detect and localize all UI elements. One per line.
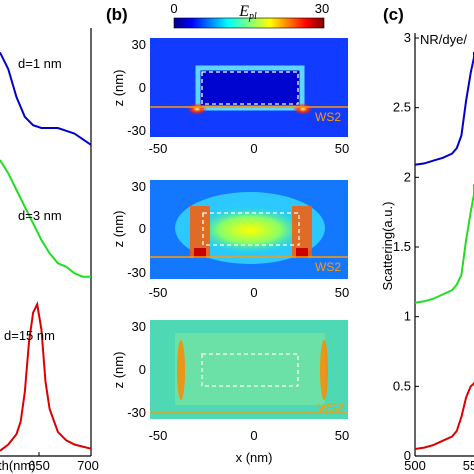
colorbar-max: 30: [315, 1, 329, 16]
curve-label-d3: d=3 nm: [18, 208, 62, 223]
map1-rod-glow: [195, 65, 305, 111]
map3-xtick-neg50: -50: [149, 428, 168, 443]
colorbar: [173, 17, 325, 29]
map3-xtick-0: 0: [250, 428, 257, 443]
panel-c-ytick-label: 2.5: [393, 100, 411, 115]
map2-hotspot-right-core: [296, 248, 308, 258]
map1-ylabel: z (nm): [111, 70, 126, 107]
panel-c-ytick-label: 1.5: [393, 239, 411, 254]
map2-ytick-0: 0: [139, 221, 146, 236]
map3-nanorod-outline: [201, 353, 299, 387]
panel-a-xtick-label-650: 650: [28, 458, 50, 473]
map3-ws2-label: WS2: [318, 401, 344, 415]
map2-glow: [188, 204, 312, 256]
panel-c: (c) 3 2.5 2 1.5 1 0.5 0 500 55 W Scattering(a.…: [380, 5, 474, 474]
panel-c-ytick-label: 3: [404, 30, 411, 45]
panel-b-xlabel: x (nm): [236, 450, 273, 465]
map2-nanorod-outline: [202, 212, 300, 246]
map3-hotspot-left: [177, 340, 185, 400]
panel-a-xtick-label-700: 700: [77, 458, 99, 473]
panel-a: d=1 nm d=3 nm d=15 nm 650 700 th(nm): [0, 28, 99, 473]
panel-a-curve-d3: [0, 159, 91, 278]
map1-ytick-30: 30: [132, 37, 146, 52]
map3-ytick-30: 30: [132, 319, 146, 334]
field-map-2: WS2 30 0 -30 -50 0 50 z (nm): [111, 179, 349, 300]
field-map-3: WS2 30 0 -30 -50 0 50 z (nm) x (nm): [111, 319, 349, 465]
panel-c-xtick-500: 500: [404, 458, 426, 473]
map1-xtick-neg50: -50: [149, 141, 168, 156]
panel-c-ytick-label: 1: [404, 309, 411, 324]
panel-c-ytick-label: 0: [404, 448, 411, 463]
map1-ytick-0: 0: [139, 80, 146, 95]
colorbar-min: 0: [170, 1, 177, 16]
map2-xtick-0: 0: [250, 285, 257, 300]
panel-c-curve-blue: [414, 51, 474, 166]
panel-c-xlabel: W: [466, 472, 474, 474]
map1-nanorod-outline: [201, 71, 299, 105]
map1-ytick-neg30: -30: [127, 123, 146, 138]
map2-ytick-neg30: -30: [127, 265, 146, 280]
map2-ytick-30: 30: [132, 179, 146, 194]
map3-ytick-0: 0: [139, 362, 146, 377]
panel-c-ylabel: Scattering(a.u.): [380, 202, 395, 291]
panel-c-letter: (c): [383, 5, 404, 24]
panel-b-letter: (b): [106, 5, 128, 24]
colorbar-label: Epl: [238, 3, 257, 22]
map2-xtick-50: 50: [335, 285, 349, 300]
panel-c-xtick-55: 55: [463, 458, 474, 473]
map3-hotspot-right: [320, 340, 328, 400]
map1-xtick-0: 0: [250, 141, 257, 156]
panel-c-yticks: 3 2.5 2 1.5 1 0.5 0: [393, 30, 419, 463]
map2-xtick-neg50: -50: [149, 285, 168, 300]
curve-label-d15: d=15 nm: [4, 328, 55, 343]
map3-ylabel: z (nm): [111, 352, 126, 389]
map2-hotspot-left-core: [194, 248, 206, 258]
map1-hotspot-right: [293, 103, 313, 115]
map1-ws2-label: WS2: [315, 110, 341, 124]
panel-a-curve-d15: [0, 301, 92, 452]
panel-a-xlabel: th(nm): [0, 458, 36, 473]
map2-ws2-label: WS2: [315, 260, 341, 274]
map3-ytick-neg30: -30: [127, 405, 146, 420]
panel-c-curve-red: [414, 382, 474, 450]
map1-xtick-50: 50: [335, 141, 349, 156]
panel-c-ytick-label: 0.5: [393, 378, 411, 393]
panel-b: (b) 0 30 Epl WS2 30 0 -30 -50 0 50 z (nm…: [106, 1, 349, 465]
map2-hotspot-left: [190, 206, 210, 258]
curve-label-d1: d=1 nm: [18, 56, 62, 71]
map3-shade: [175, 333, 325, 405]
field-map-1: WS2 30 0 -30 -50 0 50 z (nm): [111, 37, 349, 156]
panel-a-curve-d1: [0, 51, 92, 146]
map2-ylabel: z (nm): [111, 211, 126, 248]
panel-c-legend-fragment: NR/dye/: [420, 32, 467, 47]
map1-hotspot-left: [187, 103, 207, 115]
map3-xtick-50: 50: [335, 428, 349, 443]
panel-c-ytick-label: 2: [404, 169, 411, 184]
panel-c-curve-green: [414, 184, 474, 304]
